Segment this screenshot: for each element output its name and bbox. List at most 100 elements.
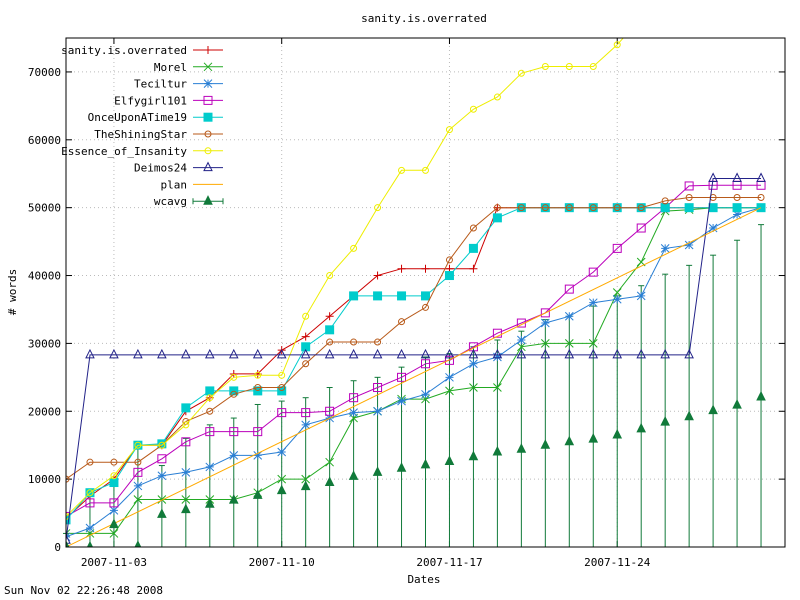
- data-point-deimos24: [636, 348, 647, 359]
- x-tick-label: 2007-11-03: [81, 556, 147, 569]
- data-point-deimos24: [564, 348, 575, 359]
- data-point-elfygirl101: [588, 267, 598, 277]
- data-point-elfygirl101: [109, 498, 119, 508]
- data-point-elfygirl101: [564, 284, 574, 294]
- data-point-wcavg: [588, 432, 599, 443]
- data-point-wcavg: [468, 450, 479, 461]
- data-point-elfygirl101: [492, 328, 502, 338]
- data-point-teciltur: [85, 523, 95, 533]
- data-point-theshiningstar: [66, 475, 70, 483]
- y-tick-label: 70000: [28, 66, 61, 79]
- data-point-wcavg: [252, 489, 263, 499]
- data-point-teciltur: [157, 471, 167, 481]
- data-point-deimos24: [516, 348, 527, 359]
- data-point-theshiningstar: [278, 384, 286, 392]
- data-point-theshiningstar: [254, 384, 262, 392]
- legend-marker-teciltur: [203, 79, 213, 88]
- data-point-wcavg: [300, 480, 311, 491]
- data-point-elfygirl101: [325, 406, 335, 416]
- series-theshiningstar: [66, 193, 765, 483]
- footer-timestamp: Sun Nov 02 22:26:48 2008: [4, 584, 163, 597]
- series-line-sanity-is-overrated: [66, 207, 761, 519]
- data-point-deimos24: [372, 348, 383, 359]
- legend-marker-onceuponatime19: [203, 112, 213, 122]
- data-point-teciltur: [540, 318, 550, 328]
- data-point-teciltur: [445, 372, 454, 382]
- data-point-essence-of-insanity: [589, 63, 597, 71]
- series-wcavg: [66, 390, 766, 547]
- data-point-elfygirl101: [301, 408, 311, 418]
- data-point-wcavg: [420, 458, 431, 469]
- data-point-teciltur: [229, 451, 239, 460]
- data-point-deimos24: [228, 348, 239, 359]
- data-point-teciltur: [493, 352, 502, 362]
- legend-label-plan: plan: [161, 178, 188, 191]
- series-line-teciltur: [66, 207, 762, 538]
- data-point-essence-of-insanity: [326, 272, 334, 280]
- data-point-sanity-is-overrated: [301, 332, 310, 341]
- y-tick-label: 10000: [28, 473, 61, 486]
- data-point-teciltur: [421, 389, 430, 399]
- data-point-theshiningstar: [757, 193, 765, 201]
- data-point-theshiningstar: [134, 458, 142, 466]
- data-point-morel: [301, 474, 311, 484]
- data-point-deimos24: [109, 348, 119, 359]
- data-point-teciltur: [517, 335, 526, 345]
- data-point-onceuponatime19: [444, 271, 454, 281]
- data-point-sanity-is-overrated: [421, 264, 430, 273]
- data-point-teciltur: [181, 467, 191, 477]
- data-point-teciltur: [373, 406, 382, 416]
- data-point-theshiningstar: [230, 390, 238, 398]
- data-point-deimos24: [85, 348, 95, 359]
- data-point-wcavg: [372, 466, 383, 476]
- data-point-theshiningstar: [445, 256, 453, 264]
- legend-marker-theshiningstar: [204, 130, 212, 138]
- data-point-wcavg: [732, 399, 742, 409]
- data-point-wcavg: [516, 443, 527, 453]
- data-point-theshiningstar: [613, 204, 621, 212]
- data-point-onceuponatime19: [421, 291, 430, 301]
- data-point-teciltur: [612, 294, 622, 304]
- data-point-theshiningstar: [589, 204, 597, 212]
- data-point-teciltur: [349, 408, 358, 417]
- data-point-elfygirl101: [157, 454, 167, 464]
- data-point-elfygirl101: [229, 427, 239, 437]
- data-point-theshiningstar: [637, 204, 645, 212]
- data-point-morel: [588, 339, 598, 348]
- data-point-teciltur: [684, 240, 694, 250]
- y-tick-label: 0: [54, 541, 61, 554]
- data-point-deimos24: [588, 348, 599, 359]
- data-point-onceuponatime19: [708, 203, 718, 213]
- legend-label-wcavg: wcavg: [154, 195, 187, 208]
- data-point-teciltur: [564, 311, 574, 321]
- data-point-theshiningstar: [541, 204, 549, 212]
- data-point-elfygirl101: [684, 181, 694, 191]
- legend-marker-deimos24: [203, 161, 213, 172]
- data-point-essence-of-insanity: [541, 63, 549, 71]
- data-point-teciltur: [588, 298, 598, 308]
- y-axis: 0 10000 20000 30000 40000 50000 60000 70000: [28, 66, 785, 554]
- legend-label-deimos24: Deimos24: [134, 162, 187, 175]
- series-line-onceuponatime19: [66, 207, 761, 521]
- data-point-onceuponatime19: [66, 515, 71, 525]
- data-point-wcavg: [204, 498, 215, 508]
- y-tick-label: 60000: [28, 134, 61, 147]
- data-point-deimos24: [157, 348, 167, 359]
- series-line-deimos24: [66, 178, 761, 541]
- data-point-elfygirl101: [277, 408, 287, 418]
- legend-marker-morel: [203, 62, 213, 72]
- data-point-essence-of-insanity: [302, 312, 310, 320]
- data-point-deimos24: [420, 348, 431, 359]
- data-point-essence-of-insanity: [445, 126, 453, 134]
- data-point-essence-of-insanity: [134, 441, 142, 449]
- data-point-elfygirl101: [349, 393, 359, 403]
- data-point-essence-of-insanity: [278, 371, 286, 379]
- data-point-deimos24: [684, 348, 694, 359]
- data-point-wcavg: [612, 428, 623, 439]
- x-axis: 2007-11-03 2007-11-10 2007-11-17 2007-11-24: [81, 38, 651, 569]
- data-point-essence-of-insanity: [86, 489, 94, 497]
- series-line-theshiningstar: [66, 197, 761, 480]
- data-point-deimos24: [732, 172, 742, 182]
- data-point-elfygirl101: [205, 427, 215, 437]
- data-point-teciltur: [732, 210, 742, 219]
